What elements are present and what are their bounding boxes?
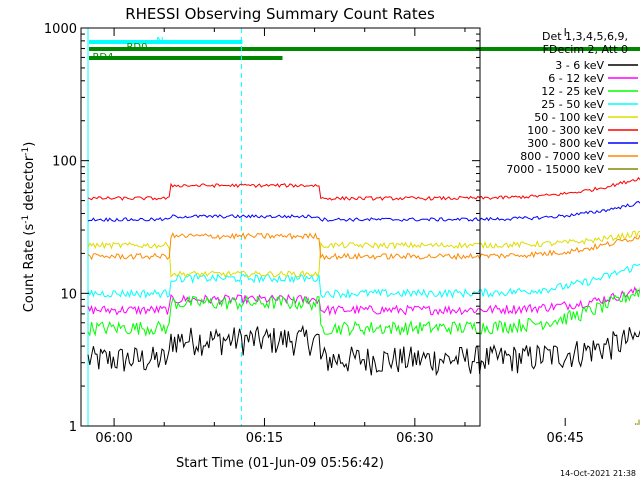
y-tick-label: 100 [52, 155, 77, 170]
x-tick-label: 06:15 [246, 431, 283, 446]
legend-label: 100 - 300 keV [527, 124, 604, 137]
y-axis-label-end: ) [22, 142, 37, 147]
y-axis-label-sup1: -1 [21, 215, 31, 224]
series-line [87, 286, 640, 338]
y-axis-label-mid: detector [22, 155, 37, 215]
flag-label: RD0 [126, 42, 147, 53]
status-flags: N RD0 RD4 [89, 36, 640, 63]
x-tick-label: 06:00 [95, 431, 132, 446]
legend-label: 300 - 800 keV [527, 137, 604, 150]
footer-date: 14-Oct-2021 21:38 [560, 469, 636, 478]
series-line [87, 176, 640, 201]
series-line [87, 263, 640, 299]
time-markers [87, 28, 242, 426]
x-tick-label: 06:45 [546, 431, 583, 446]
y-axis-label-main: Count Rate (s [22, 224, 37, 313]
series-line [87, 286, 640, 317]
series-line [87, 230, 640, 278]
legend-label: 50 - 100 keV [534, 111, 604, 124]
legend-label: 25 - 50 keV [541, 98, 604, 111]
y-axis-label: Count Rate (s-1 detector-1) [21, 142, 37, 313]
legend-header-line-2: FDecim 2, Att 0 [543, 43, 628, 56]
y-axis-ticks: 1 10 100 1000 [44, 22, 480, 435]
legend-label: 6 - 12 keV [548, 72, 604, 85]
legend-label: 7000 - 15000 keV [506, 163, 604, 176]
legend-label: 3 - 6 keV [555, 59, 604, 72]
series-line [87, 324, 640, 377]
y-tick-label: 1000 [44, 22, 77, 37]
legend-header-line-1: Det 1,3,4,5,6,9, [542, 30, 628, 43]
y-tick-label: 1 [69, 420, 77, 435]
series-line [87, 232, 640, 261]
y-axis-label-sup2: -1 [21, 147, 31, 156]
flag-label: RD4 [92, 52, 113, 63]
chart-title: RHESSI Observing Summary Count Rates [125, 5, 435, 23]
y-tick-label: 10 [60, 287, 77, 302]
series-line [634, 419, 640, 425]
legend-label: 12 - 25 keV [541, 85, 604, 98]
series-layer [87, 176, 640, 425]
legend-label: 800 - 7000 keV [520, 150, 604, 163]
plot-frame [80, 27, 481, 427]
x-axis-label: Start Time (01-Jun-09 05:56:42) [176, 456, 384, 471]
x-tick-label: 06:30 [396, 431, 433, 446]
flag-label: N [156, 36, 163, 47]
series-line [87, 200, 640, 223]
